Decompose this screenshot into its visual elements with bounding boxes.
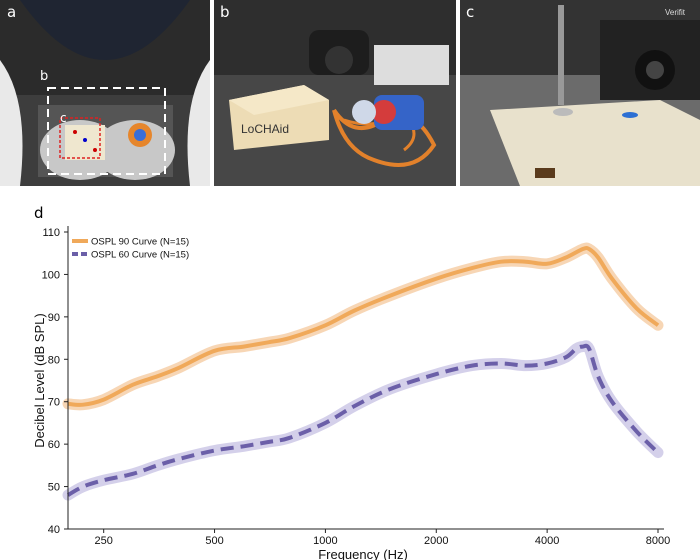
x-tick-label-8000: 8000 [646,535,670,547]
photo-panel-c: Verifit c [460,0,700,186]
x-axis-title: Frequency (Hz) [318,547,408,560]
panel-letter-d: d [34,204,44,222]
y-tick-label-110: 110 [42,227,60,239]
y-tick-label-90: 90 [48,312,60,324]
y-tick-label-100: 100 [42,269,60,281]
x-tick-label-4000: 4000 [535,535,559,547]
photo-panel-a: a b c [0,0,210,186]
ospl-chart: d 40 50 60 70 80 90 100 110 250 500 1000 2000 4000 80… [32,204,670,560]
series-line-0 [67,245,660,407]
x-tick-label-1000: 1000 [313,535,337,547]
y-tick-label-60: 60 [48,439,60,451]
photo-panel-b: LoCHAid b [214,0,456,186]
panel-letter-b: b [220,3,230,21]
series-band-0 [62,242,664,411]
device-label: LoCHAid [241,122,289,136]
y-axis-title: Decibel Level (dB SPL) [32,313,47,447]
series-band-1 [62,340,664,501]
y-tick-label-70: 70 [48,397,60,409]
panel-letter-a: a [7,3,16,21]
panel-letter-c-inset: c [60,111,67,125]
y-tick-label-80: 80 [48,354,60,366]
x-tick-label-250: 250 [95,535,113,547]
panel-letter-b-inset: b [40,69,48,84]
y-tick-label-40: 40 [48,524,60,536]
brand-label: Verifit [665,8,686,17]
legend-label-0: OSPL 90 Curve (N=15) [91,237,189,248]
x-tick-label-2000: 2000 [424,535,448,547]
series-line-1 [66,343,660,497]
y-tick-label-50: 50 [48,482,60,494]
x-tick-label-500: 500 [205,535,223,547]
legend-label-1: OSPL 60 Curve (N=15) [91,250,189,261]
panel-letter-c: c [466,3,474,21]
